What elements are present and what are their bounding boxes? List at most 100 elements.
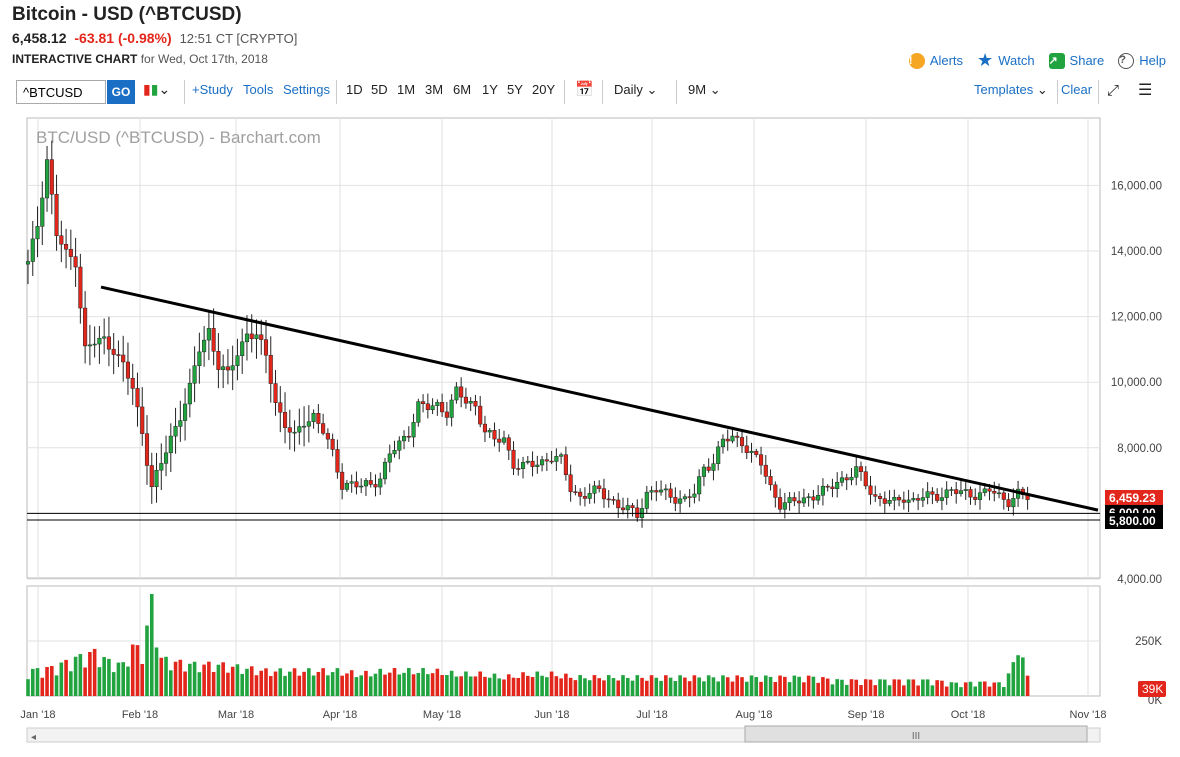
candle xyxy=(578,488,583,506)
volume-bar xyxy=(645,680,649,696)
volume-bar xyxy=(373,673,378,696)
candle-body xyxy=(401,435,407,442)
candle-body xyxy=(882,498,887,504)
candle-body xyxy=(973,496,978,500)
volume-bar xyxy=(292,668,297,696)
help-button[interactable]: ? Help xyxy=(1118,50,1166,71)
candle-body xyxy=(668,488,673,498)
candle xyxy=(411,413,416,448)
share-label: Share xyxy=(1069,53,1105,68)
volume-bar xyxy=(654,677,659,696)
settings-button[interactable]: Settings xyxy=(283,82,330,97)
x-tick-label: Feb '18 xyxy=(122,709,158,721)
chart-area[interactable]: BTC/USD (^BTCUSD) - Barchart.com 16,000.… xyxy=(0,110,1180,752)
y-tick-label: 10,000.00 xyxy=(1111,377,1162,389)
candle-body xyxy=(1006,499,1011,508)
candle-body xyxy=(54,194,59,236)
interval-select[interactable]: Daily ⌄ xyxy=(614,82,657,98)
x-tick-label: Jul '18 xyxy=(636,709,667,721)
candle-body xyxy=(887,500,892,504)
volume-bar xyxy=(630,680,635,696)
templates-button[interactable]: Templates ⌄ xyxy=(974,82,1048,98)
alerts-button[interactable]: ! Alerts xyxy=(908,50,963,71)
candle xyxy=(211,308,216,366)
candle xyxy=(292,420,297,452)
period-3m[interactable]: 3M xyxy=(425,82,444,97)
period-5d[interactable]: 5D xyxy=(371,82,388,97)
period-6m[interactable]: 6M xyxy=(453,82,472,97)
period-5y[interactable]: 5Y xyxy=(507,82,523,97)
volume-bar xyxy=(30,668,35,696)
candle xyxy=(654,481,659,502)
candle-body xyxy=(654,490,659,493)
tools-button[interactable]: Tools xyxy=(243,82,274,97)
candle-body xyxy=(297,426,302,433)
candle xyxy=(368,472,373,488)
volume-bar xyxy=(349,670,354,696)
volume-bar xyxy=(364,670,368,696)
candle xyxy=(835,472,840,498)
calendar-icon[interactable]: 📅 xyxy=(575,81,594,98)
candle-body xyxy=(321,423,326,434)
candle-body xyxy=(701,466,706,477)
candle-body xyxy=(801,497,806,504)
period-1m[interactable]: 1M xyxy=(397,82,416,97)
menu-icon[interactable]: ☰ xyxy=(1138,82,1153,99)
volume-bar xyxy=(873,685,878,696)
clear-button[interactable]: Clear xyxy=(1061,82,1093,97)
candle-body xyxy=(268,355,273,384)
quote-time: 12:51 CT [CRYPTO] xyxy=(179,31,298,46)
volume-bar xyxy=(283,675,287,696)
volume-bar xyxy=(321,668,325,696)
candle xyxy=(820,478,825,506)
volume-bar xyxy=(673,681,678,696)
volume-bar xyxy=(606,675,611,696)
volume-bar xyxy=(111,672,116,696)
volume-bar xyxy=(278,668,283,696)
candle-body xyxy=(663,488,668,491)
symbol-input[interactable] xyxy=(16,80,106,104)
volume-bar xyxy=(92,648,97,696)
candle-body xyxy=(592,485,597,494)
expand-icon[interactable]: ⤢ xyxy=(1107,82,1120,99)
candle-body xyxy=(711,463,716,471)
chart-type-icon[interactable]: ▮▮⌄ xyxy=(143,81,171,97)
x-tick-label: Oct '18 xyxy=(951,709,986,721)
volume-bar xyxy=(564,673,568,696)
volume-bar xyxy=(78,654,83,696)
candle-body xyxy=(168,435,173,454)
candle-body xyxy=(897,497,902,501)
volume-bar xyxy=(426,674,430,696)
period-1d[interactable]: 1D xyxy=(346,82,363,97)
toolbar-divider xyxy=(336,80,337,104)
candle-body xyxy=(68,249,73,257)
period-1y[interactable]: 1Y xyxy=(482,82,498,97)
candle xyxy=(701,463,706,487)
candle xyxy=(354,471,359,495)
volume-bar xyxy=(497,678,502,696)
volume-bar xyxy=(716,681,720,696)
volume-bar xyxy=(264,668,268,696)
candle xyxy=(763,455,768,485)
volume-bar xyxy=(963,682,968,696)
watch-button[interactable]: ★ Watch xyxy=(977,50,1035,71)
candle-body xyxy=(573,491,578,493)
candle xyxy=(568,464,573,502)
volume-bar xyxy=(107,658,111,696)
study-button[interactable]: +Study xyxy=(192,82,233,97)
candle-body xyxy=(482,423,488,433)
chevron-down-icon: ⌄ xyxy=(646,82,658,97)
range-select[interactable]: 9M ⌄ xyxy=(688,82,721,98)
go-button[interactable]: GO xyxy=(107,80,135,104)
candle xyxy=(459,377,464,408)
candle xyxy=(897,494,902,507)
period-20y[interactable]: 20Y xyxy=(532,82,556,97)
candle-body xyxy=(939,497,944,501)
candle-body xyxy=(463,396,468,404)
volume-bar xyxy=(787,682,792,696)
share-button[interactable]: ↗ Share xyxy=(1048,50,1105,71)
volume-bar xyxy=(559,678,563,696)
candle-body xyxy=(111,348,116,355)
candle xyxy=(854,456,859,486)
volume-bar xyxy=(616,680,621,696)
